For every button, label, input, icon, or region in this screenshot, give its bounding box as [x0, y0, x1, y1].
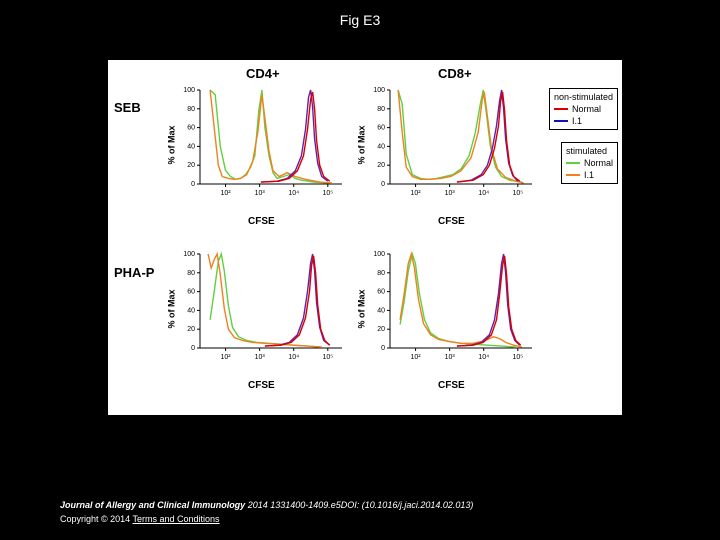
svg-text:10⁴: 10⁴ [288, 354, 299, 361]
svg-text:0: 0 [381, 181, 385, 188]
legend-swatch [554, 108, 568, 110]
citation-details: 2014 1331400-1409.e5DOI: (10.1016/j.jaci… [245, 500, 473, 510]
svg-text:80: 80 [377, 106, 385, 113]
legend-title: non-stimulated [554, 91, 613, 103]
svg-text:0: 0 [191, 181, 195, 188]
svg-text:100: 100 [373, 251, 385, 258]
svg-text:60: 60 [187, 289, 195, 296]
x-axis-label: CFSE [438, 380, 465, 391]
y-axis-label: % of Max [167, 125, 177, 164]
panel-seb-cd8: 0 20 40 60 80 100 10² 10³ 10⁴ 10⁵ [368, 86, 536, 206]
legend-label: Normal [572, 103, 601, 115]
svg-text:80: 80 [187, 106, 195, 113]
legend-label: I.1 [572, 115, 582, 127]
citation: Journal of Allergy and Clinical Immunolo… [60, 500, 473, 510]
figure-panel: SEB PHA-P CD4+ CD8+ 0 20 40 60 80 100 10² 10³ 10… [108, 60, 622, 415]
svg-text:10²: 10² [220, 190, 231, 197]
x-axis-label: CFSE [438, 216, 465, 227]
legend-swatch [566, 174, 580, 176]
svg-text:100: 100 [373, 87, 385, 94]
x-axis-label: CFSE [248, 380, 275, 391]
legend-nonstimulated: non-stimulated Normal I.1 [549, 88, 618, 130]
svg-text:20: 20 [377, 162, 385, 169]
svg-text:20: 20 [187, 162, 195, 169]
panel-seb-cd4: 0 20 40 60 80 100 10² 10³ 10⁴ 10⁵ [178, 86, 346, 206]
panel-phap-cd8: 0 20 40 60 80 100 10² 10³ 10⁴ 10⁵ [368, 250, 536, 370]
legend-swatch [566, 162, 580, 164]
legend-item: I.1 [554, 115, 613, 127]
legend-item: Normal [566, 157, 613, 169]
svg-text:10⁵: 10⁵ [512, 190, 523, 197]
y-axis-label: % of Max [167, 289, 177, 328]
svg-text:60: 60 [187, 125, 195, 132]
col-label-cd8: CD8+ [438, 66, 472, 81]
panel-phap-cd4: 0 20 40 60 80 100 10² 10³ 10⁴ 10⁵ [178, 250, 346, 370]
svg-text:0: 0 [191, 345, 195, 352]
svg-text:10²: 10² [410, 190, 421, 197]
y-axis-label: % of Max [357, 289, 367, 328]
legend-stimulated: stimulated Normal I.1 [561, 142, 618, 184]
row-label-phap: PHA-P [114, 265, 154, 280]
svg-text:10³: 10³ [255, 190, 266, 197]
legend-title: stimulated [566, 145, 613, 157]
svg-text:10³: 10³ [445, 354, 456, 361]
svg-text:80: 80 [187, 270, 195, 277]
copyright: Copyright © 2014 Terms and Conditions [60, 514, 220, 524]
svg-text:80: 80 [377, 270, 385, 277]
terms-link[interactable]: Terms and Conditions [133, 514, 220, 524]
svg-text:10²: 10² [220, 354, 231, 361]
svg-text:100: 100 [183, 87, 195, 94]
legend-label: Normal [584, 157, 613, 169]
svg-text:10³: 10³ [445, 190, 456, 197]
svg-text:20: 20 [187, 326, 195, 333]
svg-text:10²: 10² [410, 354, 421, 361]
svg-text:40: 40 [377, 307, 385, 314]
legend-item: I.1 [566, 169, 613, 181]
svg-text:20: 20 [377, 326, 385, 333]
svg-text:0: 0 [381, 345, 385, 352]
copyright-text: Copyright © 2014 [60, 514, 133, 524]
journal-name: Journal of Allergy and Clinical Immunolo… [60, 500, 245, 510]
svg-text:10³: 10³ [255, 354, 266, 361]
svg-text:40: 40 [187, 307, 195, 314]
legend-swatch [554, 120, 568, 122]
svg-text:100: 100 [183, 251, 195, 258]
row-label-seb: SEB [114, 100, 141, 115]
svg-text:40: 40 [377, 143, 385, 150]
svg-text:60: 60 [377, 289, 385, 296]
figure-title: Fig E3 [0, 0, 720, 28]
svg-text:40: 40 [187, 143, 195, 150]
svg-text:10⁴: 10⁴ [288, 190, 299, 197]
svg-text:60: 60 [377, 125, 385, 132]
svg-text:10⁵: 10⁵ [322, 354, 333, 361]
svg-text:10⁴: 10⁴ [478, 354, 489, 361]
col-label-cd4: CD4+ [246, 66, 280, 81]
svg-text:10⁴: 10⁴ [478, 190, 489, 197]
legend-item: Normal [554, 103, 613, 115]
y-axis-label: % of Max [357, 125, 367, 164]
svg-text:10⁵: 10⁵ [322, 190, 333, 197]
svg-text:10⁵: 10⁵ [512, 354, 523, 361]
legend-label: I.1 [584, 169, 594, 181]
x-axis-label: CFSE [248, 216, 275, 227]
